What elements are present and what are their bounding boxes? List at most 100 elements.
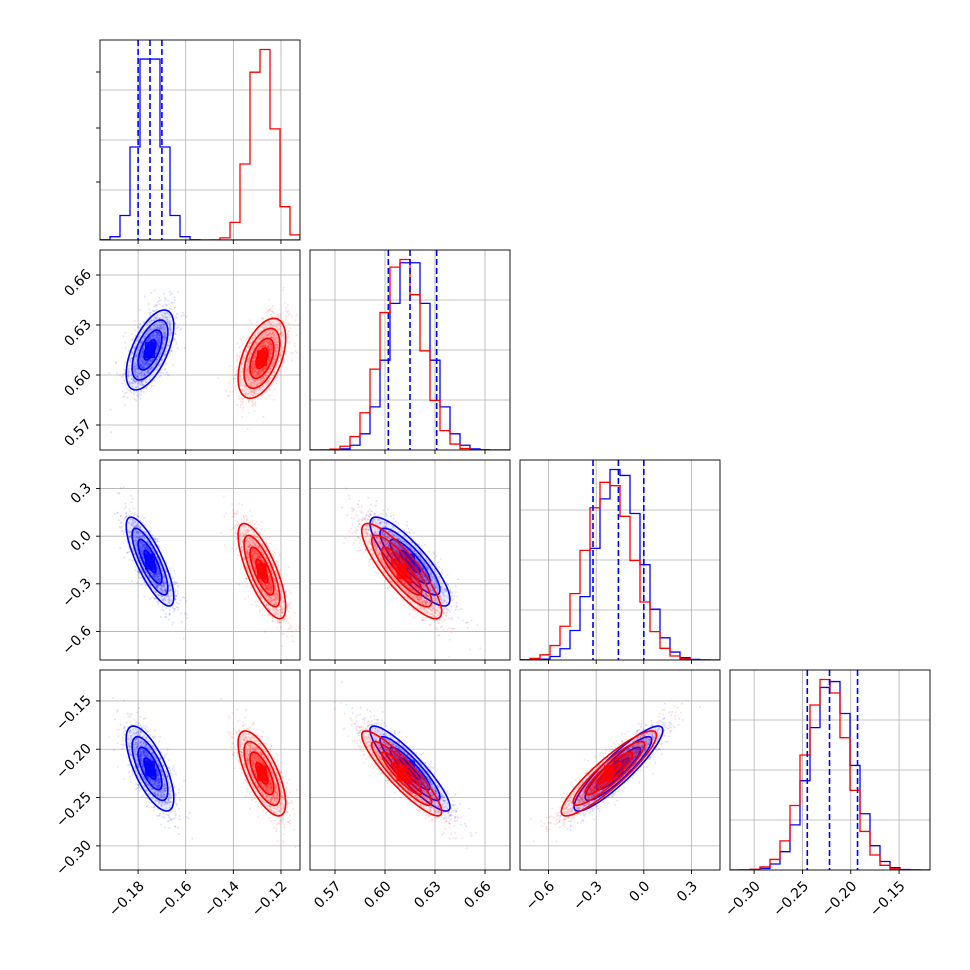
scatter-point xyxy=(288,322,290,325)
scatter-point xyxy=(159,337,162,340)
scatter-point xyxy=(152,335,155,338)
scatter-point xyxy=(140,389,143,392)
scatter-point xyxy=(252,357,255,360)
scatter-point xyxy=(162,330,165,332)
scatter-point xyxy=(239,397,242,399)
scatter-point xyxy=(145,361,148,364)
scatter-point xyxy=(263,344,265,347)
scatter-point xyxy=(260,335,263,338)
scatter-point xyxy=(272,364,274,367)
scatter-point xyxy=(162,343,165,346)
scatter-point xyxy=(241,409,244,412)
scatter-point xyxy=(253,360,256,363)
scatter-point xyxy=(254,355,257,358)
scatter-point xyxy=(151,334,154,337)
scatter-point xyxy=(261,608,264,611)
scatter-point xyxy=(248,342,251,345)
scatter-point xyxy=(157,332,160,335)
scatter-point xyxy=(167,373,170,376)
scatter-point xyxy=(134,364,137,367)
scatter-point xyxy=(247,358,250,361)
scatter-point xyxy=(180,315,183,318)
scatter-point xyxy=(181,311,184,314)
scatter-point xyxy=(128,514,131,517)
scatter-point xyxy=(135,386,137,389)
scatter-point xyxy=(123,379,126,382)
scatter-point xyxy=(107,372,110,375)
scatter-point xyxy=(271,349,274,352)
scatter-point xyxy=(270,376,273,379)
scatter-point xyxy=(143,517,146,520)
scatter-point xyxy=(287,565,290,568)
scatter-point xyxy=(157,344,159,346)
scatter-point xyxy=(236,359,239,362)
scatter-point xyxy=(145,387,148,390)
scatter-point xyxy=(264,367,267,370)
scatter-point xyxy=(253,391,256,394)
scatter-point xyxy=(233,516,236,518)
scatter-point xyxy=(252,368,254,371)
scatter-point xyxy=(133,512,136,515)
scatter-point xyxy=(129,558,132,561)
scatter-point xyxy=(252,370,255,373)
scatter-point xyxy=(142,347,145,350)
scatter-point xyxy=(147,338,150,341)
scatter-point xyxy=(168,328,171,331)
scatter-point xyxy=(127,368,130,370)
scatter-point xyxy=(272,338,275,341)
scatter-point xyxy=(278,359,280,362)
scatter-point xyxy=(281,645,284,647)
scatter-point xyxy=(263,341,266,344)
scatter-point xyxy=(248,358,251,361)
scatter-point xyxy=(252,403,255,406)
scatter-point xyxy=(262,342,265,345)
scatter-point xyxy=(159,327,162,330)
scatter-point xyxy=(228,381,230,384)
scatter-point xyxy=(138,335,141,338)
scatter-point xyxy=(162,338,165,341)
scatter-point xyxy=(245,376,248,379)
scatter-point xyxy=(158,303,161,306)
scatter-point xyxy=(249,341,252,344)
scatter-point xyxy=(169,334,172,337)
scatter-point xyxy=(169,326,171,329)
scatter-point xyxy=(140,342,143,345)
scatter-point xyxy=(262,341,265,344)
scatter-point xyxy=(162,328,165,331)
scatter-point xyxy=(258,532,261,535)
scatter-point xyxy=(141,382,144,385)
scatter-point xyxy=(269,307,272,310)
scatter-point xyxy=(150,359,153,362)
scatter-point xyxy=(135,343,138,346)
scatter-point xyxy=(257,345,260,348)
scatter-point xyxy=(272,361,275,364)
scatter-point xyxy=(121,375,124,378)
scatter-point xyxy=(160,328,163,330)
scatter-point xyxy=(254,401,257,404)
scatter-point xyxy=(164,336,167,339)
scatter-point xyxy=(167,299,170,302)
scatter-point xyxy=(136,339,139,342)
scatter-point xyxy=(303,654,305,656)
scatter-point xyxy=(169,567,172,569)
scatter-point xyxy=(157,326,160,329)
scatter-point xyxy=(150,360,152,362)
scatter-point xyxy=(134,365,137,368)
scatter-point xyxy=(274,349,277,352)
scatter-point xyxy=(148,369,150,372)
scatter-point xyxy=(153,316,156,319)
scatter-point xyxy=(269,333,271,335)
scatter-point xyxy=(162,336,165,338)
scatter-point xyxy=(141,340,144,343)
scatter-point xyxy=(169,329,172,332)
scatter-point xyxy=(136,326,139,329)
scatter-point xyxy=(167,618,170,621)
scatter-point xyxy=(133,378,135,381)
scatter-point xyxy=(156,331,159,334)
scatter-point xyxy=(259,611,261,613)
scatter-point xyxy=(135,365,138,368)
scatter-point xyxy=(150,291,153,294)
scatter-point xyxy=(177,291,179,293)
scatter-point xyxy=(266,309,269,312)
scatter-point xyxy=(264,344,267,347)
